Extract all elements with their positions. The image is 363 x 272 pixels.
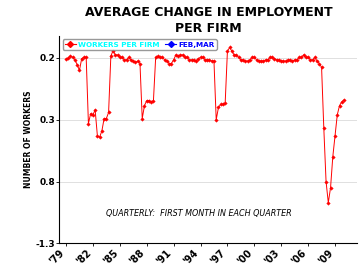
Legend: WORKERS PER FIRM, FEB,MAR: WORKERS PER FIRM, FEB,MAR	[63, 39, 217, 50]
Y-axis label: NUMBER OF WORKERS: NUMBER OF WORKERS	[24, 91, 33, 188]
Title: AVERAGE CHANGE IN EMPLOYMENT
PER FIRM: AVERAGE CHANGE IN EMPLOYMENT PER FIRM	[85, 5, 332, 35]
Text: QUARTERLY:  FIRST MONTH IN EACH QUARTER: QUARTERLY: FIRST MONTH IN EACH QUARTER	[106, 209, 292, 218]
